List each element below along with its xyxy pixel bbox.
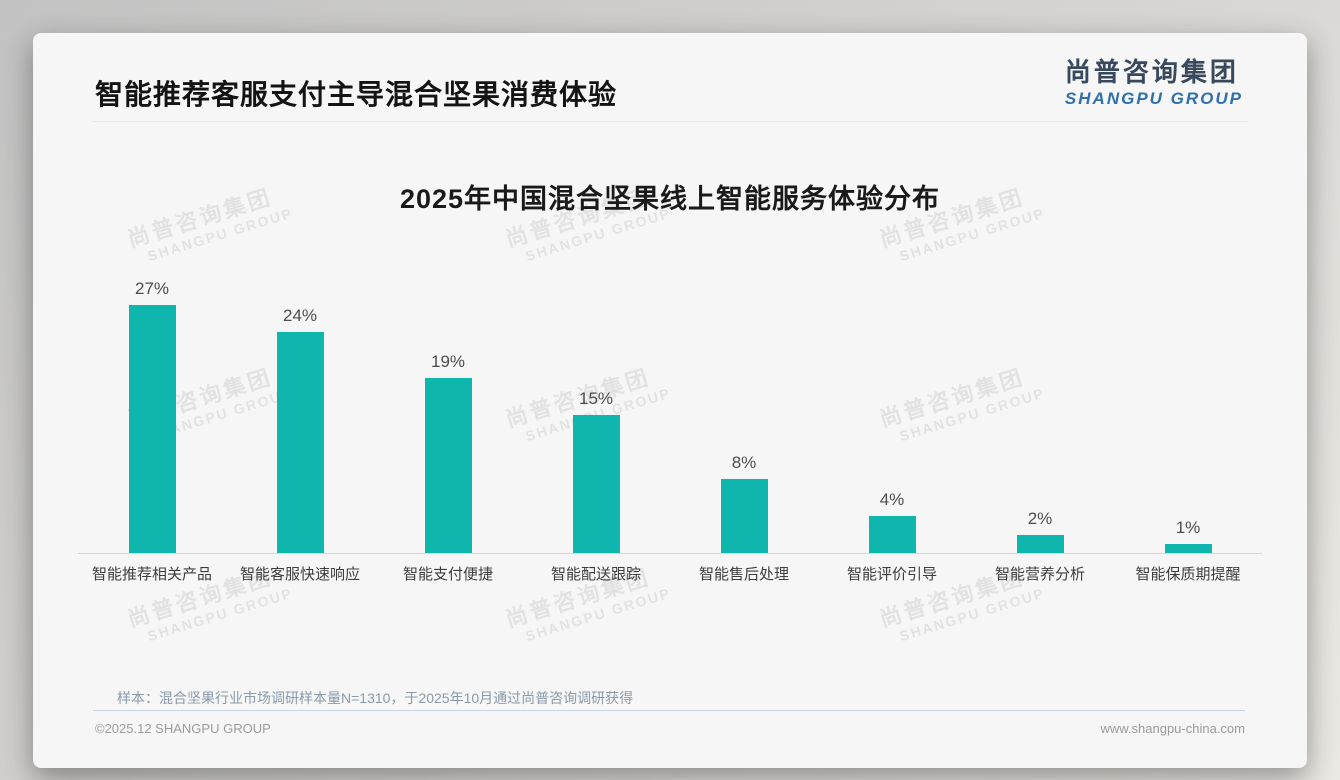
page-title: 智能推荐客服支付主导混合坚果消费体验 bbox=[95, 79, 618, 110]
watermark-english-text: SHANGPU GROUP bbox=[145, 584, 295, 645]
category-label: 智能营养分析 bbox=[994, 566, 1085, 583]
category-label: 智能售后处理 bbox=[698, 566, 789, 583]
bar-slot: 2% bbox=[966, 509, 1114, 553]
bar-value-label: 8% bbox=[731, 453, 757, 473]
bar-value-label: 1% bbox=[1175, 517, 1201, 537]
report-card: 尚普咨询集团 SHANGPU GROUP 尚普咨询集团 SHANGPU GROU… bbox=[33, 33, 1307, 768]
bar-value-label: 24% bbox=[282, 306, 318, 326]
watermark-english-text: SHANGPU GROUP bbox=[523, 584, 673, 645]
bar-slot: 19% bbox=[374, 352, 522, 553]
bar-slot: 1% bbox=[1114, 518, 1262, 553]
footer-copyright: ©2025.12 SHANGPU GROUP bbox=[95, 721, 271, 736]
bar bbox=[276, 332, 324, 553]
category-label: 智能配送跟踪 bbox=[550, 566, 641, 583]
bar bbox=[1016, 534, 1064, 553]
company-logo: 尚普咨询集团 SHANGPU GROUP bbox=[1065, 57, 1243, 109]
category-label: 智能保质期提醒 bbox=[1135, 566, 1241, 583]
bar-slot: 4% bbox=[818, 490, 966, 553]
category-label: 智能客服快速响应 bbox=[239, 566, 360, 583]
category-label: 智能支付便捷 bbox=[402, 566, 493, 583]
bar bbox=[868, 516, 916, 553]
bar-slot: 15% bbox=[522, 389, 670, 553]
logo-english-text: SHANGPU GROUP bbox=[1064, 89, 1243, 108]
category-label: 智能推荐相关产品 bbox=[91, 566, 212, 583]
bar bbox=[424, 378, 472, 553]
footer-website: www.shangpu-china.com bbox=[1100, 721, 1245, 736]
sample-note: 样本：混合坚果行业市场调研样本量N=1310，于2025年10月通过尚普咨询调研… bbox=[117, 690, 634, 706]
title-divider bbox=[92, 121, 1248, 122]
chart-category-labels: 智能推荐相关产品 智能客服快速响应 智能支付便捷 智能配送跟踪 智能售后处理 智… bbox=[78, 563, 1262, 584]
bar-slot: 24% bbox=[226, 306, 374, 553]
bar-slot: 8% bbox=[670, 453, 818, 553]
bar-value-label: 19% bbox=[430, 352, 466, 372]
chart-title: 2025年中国混合坚果线上智能服务体验分布 bbox=[399, 184, 941, 214]
chart-bars: 27% 24% 19% 15% 8% 4% 2% 1% bbox=[78, 263, 1262, 553]
category-label: 智能评价引导 bbox=[846, 566, 937, 583]
bar-value-label: 15% bbox=[578, 389, 614, 408]
bar bbox=[128, 304, 176, 553]
bar bbox=[720, 479, 768, 553]
bar bbox=[1164, 543, 1212, 553]
bar-value-label: 2% bbox=[1027, 508, 1053, 528]
bar-slot: 27% bbox=[78, 279, 226, 553]
logo-chinese-text: 尚普咨询集团 bbox=[1064, 57, 1239, 87]
watermark-english-text: SHANGPU GROUP bbox=[897, 584, 1047, 645]
x-axis-line bbox=[78, 553, 1262, 554]
bar-value-label: 4% bbox=[879, 490, 905, 510]
bar bbox=[572, 415, 620, 553]
bar-value-label: 27% bbox=[134, 278, 170, 298]
footer-divider bbox=[93, 710, 1245, 711]
